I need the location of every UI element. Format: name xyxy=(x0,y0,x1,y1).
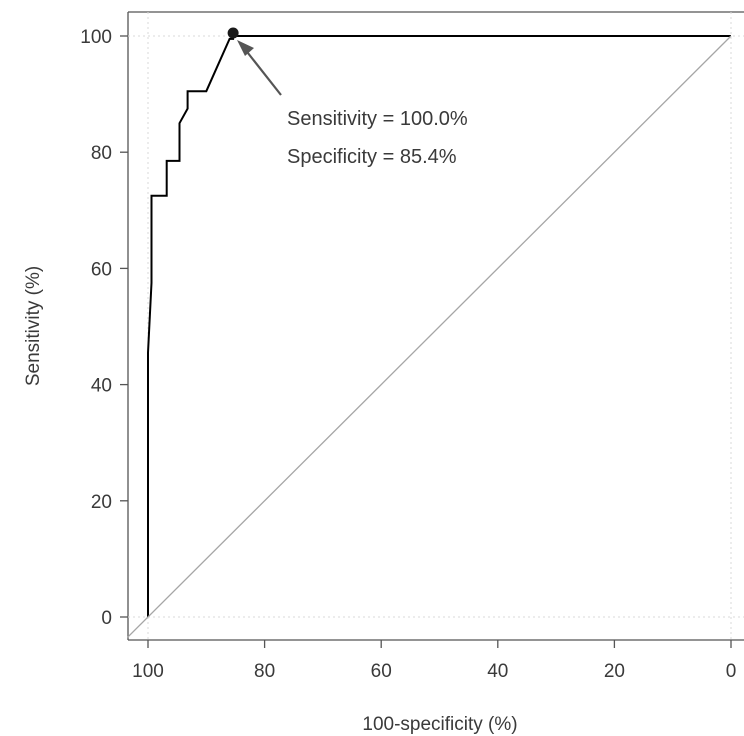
reference-diagonal-line xyxy=(127,35,732,638)
x-tick-label-20: 20 xyxy=(604,661,625,682)
y-tick-label-0: 0 xyxy=(101,608,112,629)
y-tick-label-60: 60 xyxy=(91,259,112,280)
x-tick-label-40: 40 xyxy=(487,661,508,682)
annotation-sensitivity: Sensitivity = 100.0% xyxy=(287,108,468,130)
annotation-specificity: Specificity = 85.4% xyxy=(287,146,457,168)
x-tick-label-100: 100 xyxy=(132,661,164,682)
optimal-point-marker xyxy=(227,27,239,39)
x-axis-title: 100-specificity (%) xyxy=(362,714,517,735)
y-tick-label-20: 20 xyxy=(91,492,112,513)
y-tick-label-40: 40 xyxy=(91,376,112,397)
series-lines xyxy=(127,35,732,638)
y-axis-title: Sensitivity (%) xyxy=(23,266,44,386)
annotation-arrowhead xyxy=(237,40,254,56)
axis-ticks: 0 20 40 60 80 100 100 80 60 40 20 0 xyxy=(80,27,736,682)
x-tick-label-0: 0 xyxy=(726,661,737,682)
y-tick-label-100: 100 xyxy=(80,27,112,48)
annotation-arrow-line xyxy=(243,47,282,96)
roc-curve-line xyxy=(147,35,731,617)
y-tick-label-80: 80 xyxy=(91,143,112,164)
grid-lines xyxy=(128,12,744,640)
x-tick-label-80: 80 xyxy=(254,661,275,682)
x-tick-label-60: 60 xyxy=(371,661,392,682)
marker-layer xyxy=(227,27,239,39)
